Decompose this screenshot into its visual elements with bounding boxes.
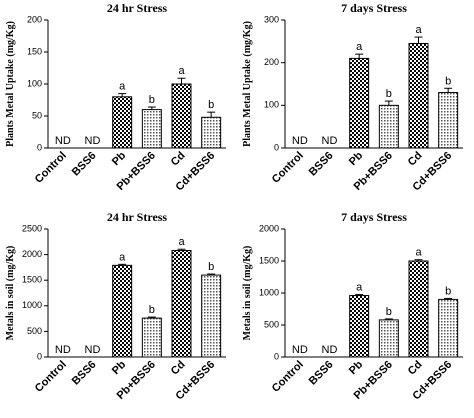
y-tick-label: 0 xyxy=(274,142,279,152)
x-tick-label: Control xyxy=(270,150,306,186)
annotation: b xyxy=(445,285,451,297)
bar xyxy=(171,250,192,358)
y-tick-label: 2500 xyxy=(22,223,42,233)
x-tick-label: Control xyxy=(33,150,69,186)
bar xyxy=(112,96,133,149)
y-tick-label: 1000 xyxy=(259,287,279,297)
y-tick-label: 0 xyxy=(37,351,42,361)
bar xyxy=(201,274,222,358)
annotation: a xyxy=(415,247,422,259)
annotation: b xyxy=(149,94,155,106)
bar xyxy=(438,298,459,358)
y-tick-label: 300 xyxy=(264,14,279,24)
x-tick-label: BSS6 xyxy=(307,150,336,179)
annotation: a xyxy=(119,81,126,93)
annotation: ND xyxy=(85,344,101,356)
x-tick-label: Cd xyxy=(169,359,188,378)
bar xyxy=(112,264,133,358)
chart-title: 7 days Stress xyxy=(341,210,407,224)
x-tick-label: Cd xyxy=(406,150,425,169)
annotation: ND xyxy=(292,344,308,356)
bar xyxy=(349,295,370,358)
annotation: ND xyxy=(322,135,338,147)
chart-title: 24 hr Stress xyxy=(107,1,168,15)
bar xyxy=(438,92,459,149)
x-tick-label: BSS6 xyxy=(70,359,99,388)
annotation: b xyxy=(445,75,451,87)
bar xyxy=(171,83,192,149)
x-tick-label: Pb xyxy=(347,358,366,377)
annotation: b xyxy=(208,261,214,273)
y-tick-label: 0 xyxy=(274,351,279,361)
y-tick-label: 200 xyxy=(27,14,42,24)
bar xyxy=(141,109,162,149)
y-tick-label: 100 xyxy=(27,78,42,88)
annotation: ND xyxy=(55,344,71,356)
annotation: b xyxy=(386,88,392,100)
annotation: a xyxy=(356,282,363,294)
annotation: b xyxy=(208,99,214,111)
annotation: ND xyxy=(322,344,338,356)
y-tick-label: 1500 xyxy=(259,255,279,265)
annotation: ND xyxy=(55,135,71,147)
y-tick-label: 500 xyxy=(264,319,279,329)
chart-title: 7 days Stress xyxy=(341,1,407,15)
y-axis-label: Plants Metal Uptake (mg/Kg) xyxy=(242,21,253,147)
annotation: ND xyxy=(292,135,308,147)
x-tick-label: Cd xyxy=(406,359,425,378)
bar xyxy=(378,319,399,358)
annotation: a xyxy=(178,65,185,77)
y-axis-label: Metals in soil (mg/Kg) xyxy=(5,246,16,341)
x-tick-label: Cd xyxy=(169,150,188,169)
annotation: b xyxy=(149,304,155,316)
annotation: ND xyxy=(85,135,101,147)
bar xyxy=(408,42,429,149)
y-tick-label: 50 xyxy=(32,110,42,120)
x-tick-label: Pb xyxy=(110,358,129,377)
annotation: a xyxy=(356,41,363,53)
bar xyxy=(408,260,429,358)
y-tick-label: 1500 xyxy=(22,275,42,285)
x-tick-label: BSS6 xyxy=(70,150,99,179)
annotation: b xyxy=(386,306,392,318)
bar xyxy=(378,104,399,149)
bar xyxy=(141,317,162,358)
annotation: a xyxy=(119,251,126,263)
x-tick-label: Control xyxy=(33,359,69,395)
x-tick-label: BSS6 xyxy=(307,359,336,388)
y-tick-label: 2000 xyxy=(259,223,279,233)
x-tick-label: Pb xyxy=(110,149,129,168)
y-tick-label: 1000 xyxy=(22,300,42,310)
x-tick-label: Pb xyxy=(347,149,366,168)
y-tick-label: 150 xyxy=(27,46,42,56)
annotation: a xyxy=(178,236,185,248)
bar xyxy=(349,57,370,149)
y-tick-label: 100 xyxy=(264,100,279,110)
y-tick-label: 200 xyxy=(264,57,279,67)
bar xyxy=(201,116,222,149)
y-tick-label: 0 xyxy=(37,142,42,152)
y-tick-label: 500 xyxy=(27,326,42,336)
chart-title: 24 hr Stress xyxy=(107,210,168,224)
y-axis-label: Plants Metal Uptake (mg/Kg) xyxy=(5,21,16,147)
y-tick-label: 2000 xyxy=(22,249,42,259)
y-axis-label: Metals in soil (mg/Kg) xyxy=(242,246,253,341)
annotation: a xyxy=(415,24,422,36)
x-tick-label: Control xyxy=(270,359,306,395)
